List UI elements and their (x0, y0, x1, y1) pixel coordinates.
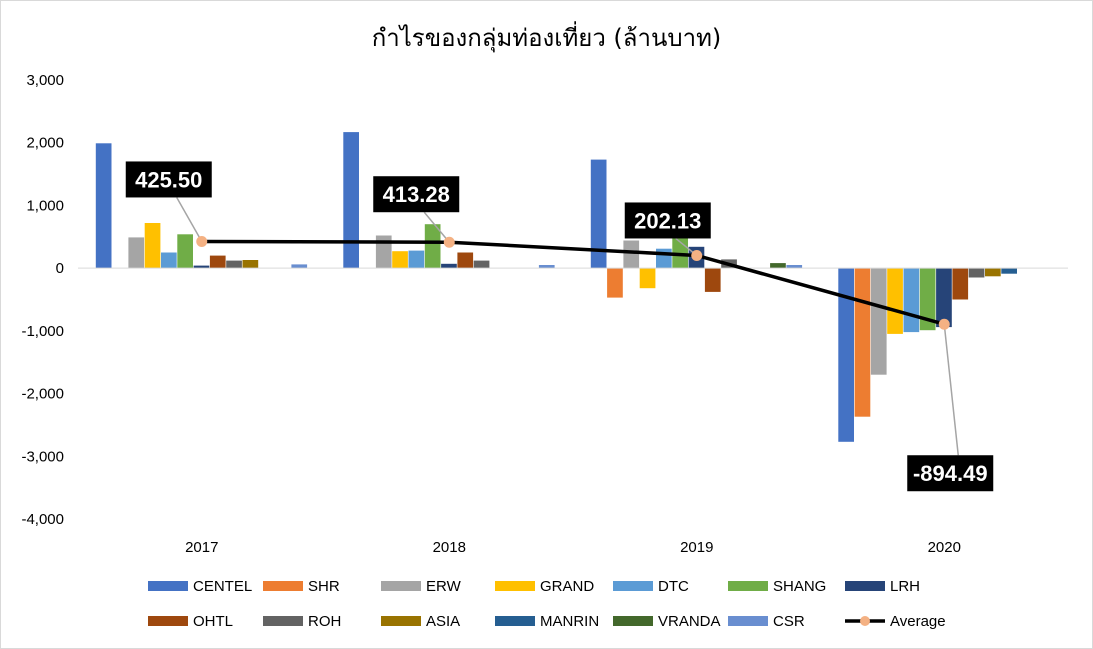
bar-erw-2019 (623, 240, 640, 269)
bar-roh-2020 (968, 268, 985, 278)
legend-label: LRH (890, 578, 920, 595)
y-tick-label: -4,000 (21, 511, 64, 528)
average-marker (938, 318, 950, 330)
bar-grand-2017 (144, 223, 161, 269)
legend-label: CSR (773, 613, 805, 630)
bar-shang-2018 (424, 224, 441, 269)
x-tick-label: 2019 (680, 539, 713, 556)
average-marker (443, 236, 455, 248)
bar-ohtl-2019 (704, 268, 721, 292)
bar-roh-2017 (226, 260, 242, 269)
y-tick-label: 0 (56, 260, 64, 277)
bar-lrh-2020 (936, 268, 952, 328)
y-tick-label: 1,000 (26, 197, 64, 214)
bar-ohtl-2017 (209, 255, 226, 269)
x-tick-label: 2018 (433, 539, 466, 556)
legend-swatch-erw (381, 581, 421, 591)
bar-lrh-2017 (193, 265, 210, 269)
bar-erw-2020 (870, 268, 887, 375)
bar-csr-2019 (786, 265, 803, 269)
bar-centel-2019 (590, 159, 607, 269)
average-callout-box (125, 161, 212, 198)
legend-swatch-dtc (613, 581, 653, 591)
bar-dtc-2017 (161, 252, 177, 269)
average-data-label: 202.13 (634, 208, 701, 233)
bar-vranda-2019 (770, 263, 786, 269)
legend-swatch-roh (263, 616, 303, 626)
average-callout-box (624, 202, 711, 239)
bar-dtc-2020 (903, 268, 920, 333)
average-callout-box (907, 455, 994, 492)
bar-centel-2018 (343, 132, 359, 269)
bar-grand-2018 (392, 251, 408, 269)
legend-label: SHR (308, 578, 340, 595)
legend-swatch-vranda (613, 616, 653, 626)
legend-swatch-centel (148, 581, 188, 591)
legend-label: SHANG (773, 578, 826, 595)
legend-label: ROH (308, 613, 341, 630)
legend-swatch-asia (381, 616, 421, 626)
x-tick-label: 2020 (928, 539, 961, 556)
average-marker (691, 249, 703, 261)
bar-grand-2020 (887, 268, 903, 334)
legend-label: DTC (658, 578, 689, 595)
average-callout-leader (943, 324, 959, 456)
bar-centel-2017 (95, 143, 112, 269)
average-data-label: -894.49 (913, 461, 988, 486)
y-tick-label: -3,000 (21, 448, 64, 465)
legend-label: GRAND (540, 578, 594, 595)
bar-dtc-2018 (408, 250, 425, 269)
legend-swatch-manrin (495, 616, 535, 626)
bar-centel-2020 (838, 268, 854, 442)
average-line (201, 239, 945, 326)
bar-shr-2020 (854, 268, 871, 417)
legend-label: VRANDA (658, 613, 721, 630)
bar-shang-2020 (919, 268, 936, 331)
bar-asia-2017 (242, 260, 259, 269)
bar-lrh-2018 (441, 263, 457, 269)
legend-swatch-grand (495, 581, 535, 591)
average-data-label: 425.50 (135, 167, 202, 192)
y-tick-label: 2,000 (26, 135, 64, 152)
legend-swatch-shr (263, 581, 303, 591)
y-tick-label: -1,000 (21, 323, 64, 340)
bar-shr-2019 (607, 268, 623, 298)
y-tick-label: 3,000 (26, 72, 64, 89)
legend-label: ERW (426, 578, 462, 595)
legend-swatch-shang (728, 581, 768, 591)
legend-marker-average (860, 616, 870, 626)
bar-ohtl-2018 (457, 252, 474, 269)
legend-label: OHTL (193, 613, 233, 630)
bar-dtc-2019 (656, 248, 672, 269)
legend-swatch-csr (728, 616, 768, 626)
bar-manrin-2020 (1001, 268, 1017, 274)
bar-shang-2017 (177, 234, 193, 269)
average-callout-leader (176, 197, 203, 242)
bar-csr-2017 (291, 264, 308, 269)
legend-label: MANRIN (540, 613, 599, 630)
average-marker (196, 235, 208, 247)
y-tick-label: -2,000 (21, 386, 64, 403)
average-callout-box (373, 176, 460, 213)
average-data-label: 413.28 (383, 182, 450, 207)
legend-label: ASIA (426, 613, 460, 630)
legend-label: CENTEL (193, 578, 252, 595)
bar-csr-2018 (538, 265, 555, 269)
bar-roh-2018 (473, 260, 490, 269)
bar-asia-2020 (985, 268, 1001, 277)
legend-label: Average (890, 613, 946, 630)
average-callout-leader (423, 211, 450, 243)
legend-swatch-ohtl (148, 616, 188, 626)
x-tick-label: 2017 (185, 539, 218, 556)
legend-swatch-lrh (845, 581, 885, 591)
bar-grand-2019 (639, 268, 656, 289)
bar-ohtl-2020 (952, 268, 969, 300)
chart-title: กำไรของกลุ่มท่องเที่ยว (ล้านบาท) (371, 24, 722, 52)
bar-erw-2017 (128, 237, 145, 269)
